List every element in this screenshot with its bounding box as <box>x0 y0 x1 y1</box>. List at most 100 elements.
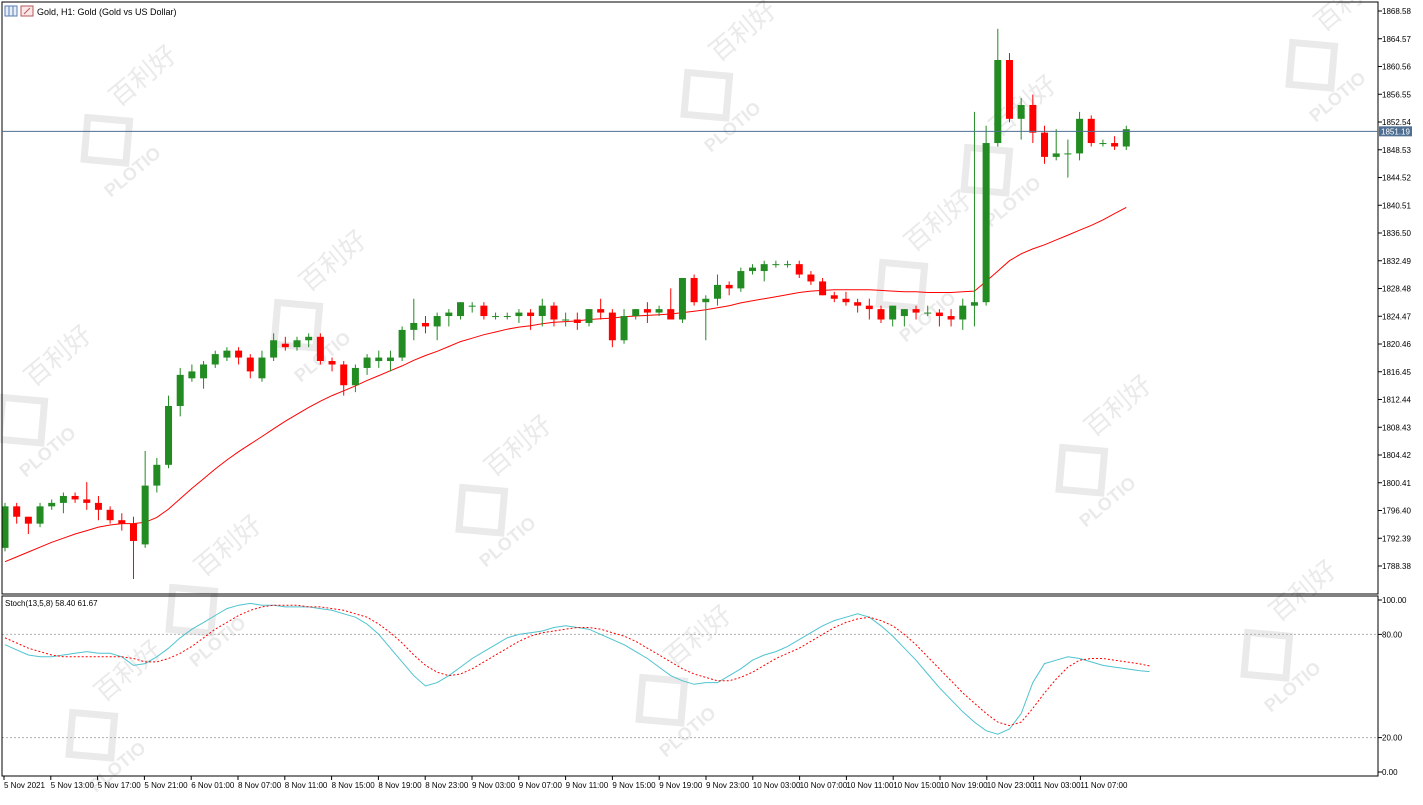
y-tick-label: 1844.52 <box>1382 174 1411 183</box>
candle-bullish <box>398 329 406 358</box>
candle-bullish <box>632 309 640 317</box>
candle-bullish <box>433 316 441 327</box>
candle-bullish <box>492 316 500 318</box>
y-tick-label: 1816.45 <box>1382 368 1411 377</box>
candle-bullish <box>457 302 465 317</box>
watermark-diamond <box>680 68 734 122</box>
candle-bearish <box>573 319 581 323</box>
x-tick-label: 5 Nov 17:00 <box>98 781 142 790</box>
candle-bullish <box>270 340 278 358</box>
stoch-main-line <box>4 602 1150 735</box>
x-tick-label: 10 Nov 11:00 <box>846 781 894 790</box>
candle-bullish <box>59 495 67 503</box>
candle-bearish <box>328 361 336 365</box>
candle-bullish <box>293 340 301 348</box>
candle-bearish <box>947 316 955 320</box>
candle-bullish <box>1 506 9 548</box>
candle-bearish <box>94 502 102 510</box>
y-tick-label: 1800.41 <box>1382 479 1411 488</box>
candle-bullish <box>713 284 721 299</box>
candle-bullish <box>737 271 745 289</box>
x-tick-label: 8 Nov 19:00 <box>378 781 422 790</box>
watermark-diamond <box>635 673 689 727</box>
y-tick-label: 1848.53 <box>1382 146 1411 155</box>
candle-bearish <box>807 274 815 282</box>
candle-bullish <box>1122 129 1130 147</box>
candle-bearish <box>106 509 114 521</box>
x-tick-label: 10 Nov 03:00 <box>753 781 801 790</box>
y-tick-label: 1832.49 <box>1382 257 1411 266</box>
x-tick-label: 5 Nov 21:00 <box>144 781 188 790</box>
watermark-diamond <box>1285 38 1339 92</box>
candle-bullish <box>211 354 219 365</box>
y-tick-label: 1796.40 <box>1382 507 1411 516</box>
current-price-badge <box>1379 126 1412 137</box>
chart-grid-icon[interactable] <box>4 5 18 17</box>
y-tick-label: 1804.42 <box>1382 451 1411 460</box>
candle-bullish <box>375 357 383 362</box>
candle-bearish <box>865 305 873 310</box>
candle-bullish <box>655 309 663 313</box>
candle-bearish <box>1111 143 1119 147</box>
y-tick-label: 1864.57 <box>1382 35 1411 44</box>
candle-bullish <box>165 406 173 465</box>
candle-bearish <box>421 322 429 327</box>
x-tick-label: 9 Nov 11:00 <box>566 781 609 790</box>
candle-bullish <box>702 298 710 303</box>
candle-bearish <box>854 302 862 306</box>
y-tick-label: 1840.51 <box>1382 201 1411 210</box>
candle-bullish <box>970 302 978 306</box>
x-tick-label: 9 Nov 23:00 <box>706 781 750 790</box>
x-tick-label: 10 Nov 23:00 <box>987 781 1035 790</box>
candle-bullish <box>363 357 371 368</box>
axes: 1868.58 1864.57 1860.56 1856.55 1852.54 1848.… <box>1 1 1412 790</box>
x-tick-label: 10 Nov 15:00 <box>893 781 941 790</box>
candle-bearish <box>1029 104 1037 133</box>
stoch-y-tick-label: 80.00 <box>1382 630 1403 639</box>
candle-bearish <box>725 284 733 289</box>
candle-bearish <box>795 264 803 275</box>
candle-bearish <box>608 312 616 341</box>
candle-bullish <box>1052 153 1060 157</box>
x-tick-label: 8 Nov 11:00 <box>285 781 328 790</box>
x-tick-label: 9 Nov 07:00 <box>519 781 563 790</box>
candle-bearish <box>24 516 32 524</box>
candle-bullish <box>141 485 149 545</box>
candle-bullish <box>176 374 184 407</box>
candle-bullish <box>410 322 418 330</box>
candle-bullish <box>538 305 546 317</box>
x-tick-label: 9 Nov 19:00 <box>659 781 703 790</box>
candle-bearish <box>935 312 943 317</box>
candle-bearish <box>235 350 243 358</box>
candle-bullish <box>994 59 1002 144</box>
candle-bearish <box>1005 59 1013 119</box>
x-tick-label: 5 Nov 13:00 <box>51 781 95 790</box>
candle-bullish <box>749 267 757 272</box>
y-tick-label: 1824.47 <box>1382 312 1411 321</box>
candle-bearish <box>71 495 79 500</box>
candle-bearish <box>842 298 850 303</box>
candle-bullish <box>223 350 231 358</box>
chart-title: Gold, H1: Gold (Gold vs US Dollar) <box>37 7 177 17</box>
candle-bullish <box>153 464 161 486</box>
y-tick-label: 1868.58 <box>1382 7 1411 16</box>
candle-bearish <box>118 520 126 524</box>
x-tick-label: 9 Nov 15:00 <box>612 781 656 790</box>
y-tick-label: 1820.46 <box>1382 340 1411 349</box>
candle-bullish <box>959 305 967 320</box>
x-tick-label: 6 Nov 01:00 <box>191 781 235 790</box>
candle-bullish <box>503 316 511 318</box>
candle-bearish <box>597 309 605 313</box>
candle-bearish <box>912 309 920 313</box>
watermark-diamond <box>875 258 929 312</box>
main-panel-frame <box>1 1 1379 595</box>
candle-bullish <box>48 502 56 507</box>
x-tick-label: 9 Nov 03:00 <box>472 781 516 790</box>
x-tick-label: 11 Nov 03:00 <box>1034 781 1082 790</box>
x-tick-label: 8 Nov 23:00 <box>425 781 469 790</box>
candle-bearish <box>690 277 698 303</box>
candle-bullish <box>36 506 44 524</box>
y-tick-label: 1812.44 <box>1382 396 1411 405</box>
